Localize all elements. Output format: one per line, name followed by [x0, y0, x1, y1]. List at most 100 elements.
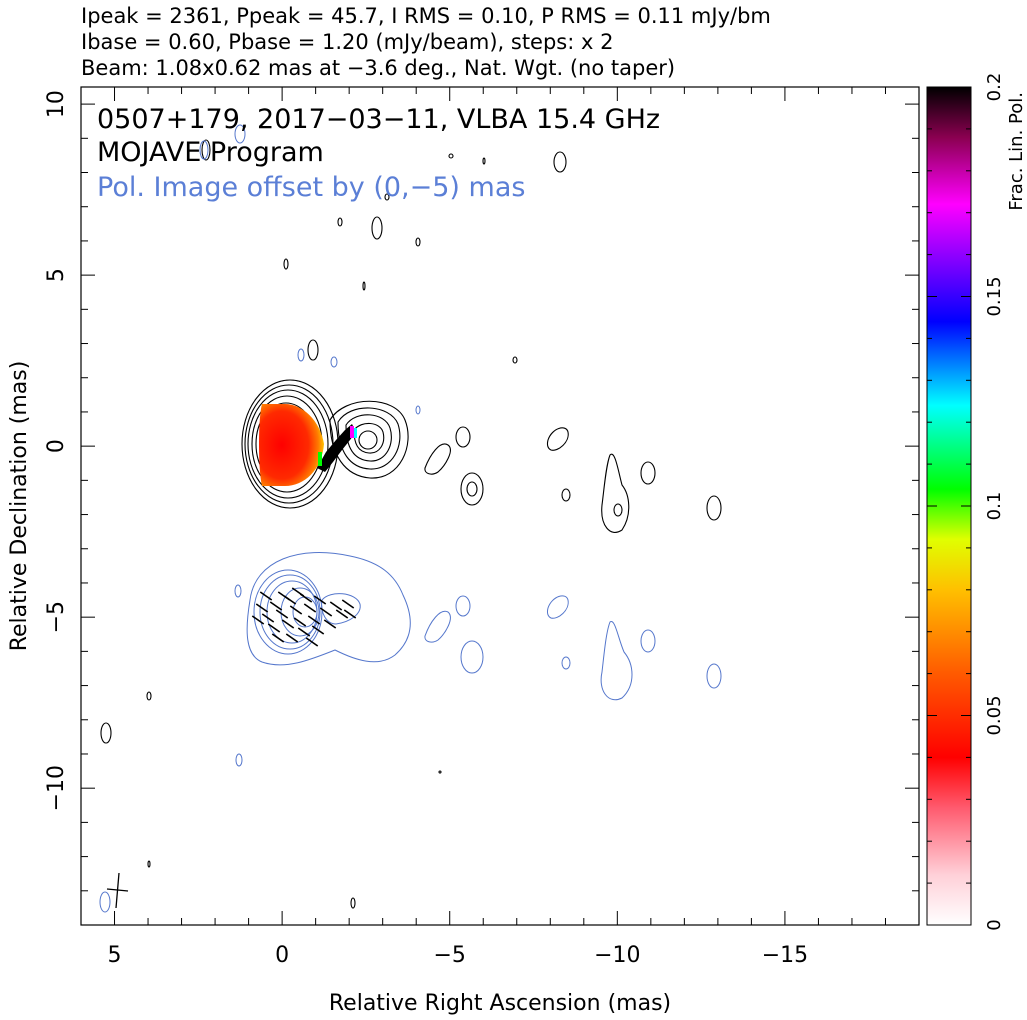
jet-knot-contour [601, 453, 630, 533]
noise-contour [307, 339, 319, 361]
evpa-tick [291, 587, 305, 597]
x-tick-label: 5 [108, 943, 122, 968]
noise-contour [384, 193, 390, 201]
jet-contour [329, 400, 409, 479]
evpa-tick [275, 609, 289, 619]
pol-noise-contour [297, 348, 305, 362]
colorbar-tick-label: 0.2 [984, 73, 1005, 102]
evpa-tick [261, 613, 275, 623]
pol-contour [253, 569, 323, 655]
fpol-bridge-patch [318, 452, 322, 466]
fractional-pol-map [259, 404, 357, 486]
pol-noise-contour [415, 405, 421, 415]
x-tick-label: 0 [275, 943, 289, 968]
noise-contour [482, 157, 486, 165]
program-annotation: MOJAVE Program [97, 137, 324, 168]
fpol-bridge-patch [354, 428, 357, 438]
pol-knot-contour [640, 629, 656, 653]
evpa-tick [251, 615, 265, 625]
evpa-tick [259, 591, 273, 601]
colorbar-tick-labels: 0 0.05 0.1 0.15 0.2 [984, 73, 1005, 931]
jet-knot-contour [455, 426, 471, 448]
y-tick-label: 5 [44, 268, 69, 282]
noise-contour [553, 151, 567, 173]
noise-contour [350, 897, 356, 909]
jet-contour [358, 430, 378, 450]
evpa-tick [335, 609, 349, 619]
x-tick-label: −15 [762, 943, 808, 968]
evpa-tick [297, 627, 311, 637]
pol-contour [292, 596, 318, 628]
pol-outer-contour [246, 552, 411, 666]
jet-knot-contour [424, 443, 451, 475]
pol-noise-contour [330, 356, 338, 368]
core-contour [247, 389, 329, 499]
pol-knot-contour [455, 595, 471, 617]
evpa-vectors [251, 587, 357, 647]
evpa-tick [343, 609, 357, 619]
evpa-tick [307, 615, 321, 625]
evpa-tick [311, 625, 325, 635]
y-tick-label: −5 [44, 601, 69, 633]
evpa-tick [305, 637, 319, 647]
source-annotation: 0507+179, 2017−03−11, VLBA 15.4 GHz [97, 104, 660, 135]
x-axis-label: Relative Right Ascension (mas) [329, 991, 671, 1016]
colorbar-label: Frac. Lin. Pol. [1006, 92, 1027, 211]
evpa-tick [255, 603, 269, 613]
jet-knot-contour [706, 495, 722, 521]
evpa-tick [303, 603, 317, 613]
jet-knot-contour [546, 427, 569, 451]
x-tick-label: −10 [594, 943, 640, 968]
pol-knot-contour [706, 663, 722, 689]
noise-contour [438, 770, 442, 774]
plot-frame [80, 86, 920, 926]
fpol-bridge-patch [350, 426, 354, 438]
pol-noise-contour [234, 584, 242, 598]
pol-knot-contour [600, 621, 633, 701]
noise-contour [147, 860, 151, 868]
x-tick-label: −5 [434, 943, 466, 968]
pol-noise-contour [235, 753, 243, 767]
axis-ticks [80, 87, 920, 926]
offset-annotation: Pol. Image offset by (0,−5) mas [97, 172, 525, 203]
noise-contour [283, 258, 289, 270]
evpa-tick [293, 617, 307, 627]
evpa-tick [289, 605, 303, 615]
jet-knot-contour [460, 472, 484, 506]
pol-noise-contour [234, 124, 246, 144]
jet-knot-contour [561, 488, 571, 502]
jet-contour [353, 422, 385, 454]
evpa-tick [329, 601, 343, 611]
evpa-tick [281, 619, 295, 629]
pol-knot-contour [546, 595, 569, 619]
noise-contour [371, 216, 383, 240]
header-line-2: Ibase = 0.60, Pbase = 1.20 (mJy/beam), s… [81, 30, 613, 54]
evpa-tick [277, 591, 291, 601]
evpa-tick [285, 633, 299, 643]
jet-contour [337, 407, 401, 470]
pol-knot-contour [561, 656, 571, 670]
jet-contour [345, 414, 392, 462]
noise-contour [201, 139, 211, 161]
colorbar-tick-label: 0 [984, 919, 1005, 930]
pol-contour [259, 574, 321, 650]
evpa-tick [269, 601, 283, 611]
jet-knot-contour [613, 503, 623, 517]
noise-contour [512, 356, 518, 364]
pol-knot-contour [460, 640, 484, 674]
y-axis-label: Relative Declination (mas) [7, 361, 32, 652]
header-line-3: Beam: 1.08x0.62 mas at −3.6 deg., Nat. W… [81, 56, 675, 80]
pol-knot-contour [424, 610, 451, 643]
colorbar-tick-label: 0.1 [984, 492, 1005, 521]
pol-noise-contour [199, 140, 209, 160]
stokes-i-contours [100, 139, 722, 909]
header-line-1: Ipeak = 2361, Ppeak = 45.7, I RMS = 0.10… [81, 4, 771, 28]
y-tick-labels: 10 5 0 −5 −10 [44, 90, 69, 811]
colorbar-ticks [927, 86, 971, 926]
noise-contour [448, 153, 454, 159]
noise-contour [100, 722, 112, 744]
evpa-tick [341, 599, 355, 609]
noise-contour [146, 691, 152, 701]
fpol-bridge-patch [317, 424, 356, 472]
jet-knot-contour [640, 461, 656, 485]
